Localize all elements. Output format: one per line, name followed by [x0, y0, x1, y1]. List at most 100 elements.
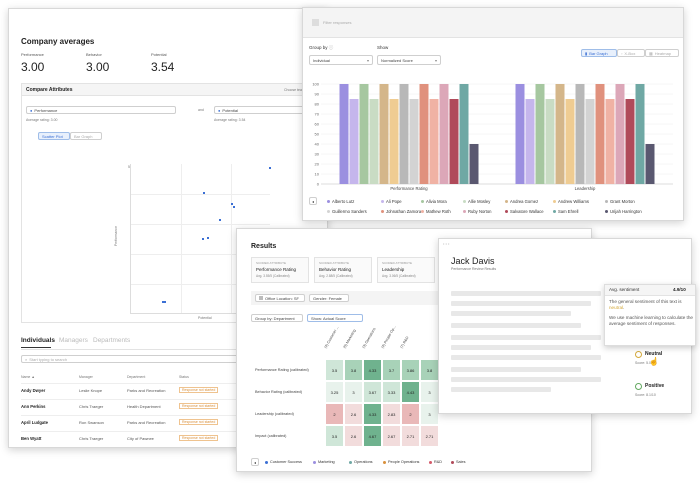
heatmap-cell[interactable]: 3 [344, 381, 363, 403]
heatmap-button[interactable]: ▦ Heatmap [645, 49, 679, 57]
scatter-point[interactable] [203, 192, 205, 194]
bar[interactable] [545, 99, 555, 184]
bar[interactable] [525, 99, 535, 184]
bar[interactable] [419, 84, 429, 184]
scatter-point[interactable] [233, 206, 235, 208]
scatter-point[interactable] [162, 301, 166, 303]
heatmap-cell[interactable]: 3 [420, 381, 439, 403]
heatmap-cell[interactable]: 3.25 [325, 381, 344, 403]
bar[interactable] [349, 99, 359, 184]
heatmap-cell[interactable]: 2.6 [344, 425, 363, 447]
heatmap-cell[interactable]: 4.33 [363, 403, 382, 425]
tab-managers[interactable]: Managers [59, 337, 88, 344]
bar[interactable] [645, 144, 655, 184]
tab-scatter-plot[interactable]: Scatter Plot [38, 132, 70, 140]
tab-individuals[interactable]: Individuals [21, 337, 55, 344]
bar[interactable] [399, 84, 409, 184]
positive-sentiment[interactable]: Positive Score: 8.1/10 [635, 383, 665, 397]
heatmap-cell[interactable]: 3.5 [325, 425, 344, 447]
legend-item[interactable]: Ruby Norton [463, 209, 492, 214]
legend-scroll-left[interactable]: ◂ [251, 458, 259, 466]
legend-item[interactable]: Salvatore Wallace [505, 209, 544, 214]
legend-item[interactable]: Sam Ehrell [553, 209, 578, 214]
heatmap-cell[interactable]: 4.43 [401, 381, 420, 403]
bar[interactable] [515, 84, 525, 184]
heatmap-cell[interactable]: 3.33 [382, 381, 401, 403]
heatmap-cell[interactable]: 2.6 [344, 403, 363, 425]
table-row[interactable]: Andy Dwyer Leslie Knope Parks and Recrea… [21, 383, 321, 397]
bar[interactable] [359, 84, 369, 184]
scatter-point[interactable] [207, 237, 209, 239]
heatmap-cell[interactable]: 2.71 [401, 425, 420, 447]
heatmap-cell[interactable]: 4.33 [363, 359, 382, 381]
bar[interactable] [575, 84, 585, 184]
heatmap-cell[interactable]: 2.71 [420, 425, 439, 447]
bar[interactable] [615, 84, 625, 184]
bar[interactable] [555, 84, 565, 184]
heatmap-cell[interactable]: 3.7 [382, 359, 401, 381]
legend-item[interactable]: Alberto Lutz [327, 199, 354, 204]
heatmap-cell[interactable]: 3.5 [325, 359, 344, 381]
search-input[interactable]: ⌕ Start typing to search [21, 355, 241, 363]
heatmap-cell[interactable]: 3.8 [420, 359, 439, 381]
legend-scroll-left[interactable]: ◂ [309, 197, 317, 205]
attribute-card-1[interactable]: SCORED ATTRIBUTE Performance Rating Avg.… [251, 257, 309, 283]
heatmap-cell[interactable]: 3.8 [344, 359, 363, 381]
tab-bar-graph[interactable]: Bar Graph [70, 132, 102, 140]
table-row[interactable]: Ann Perkins Chris Traeger Health Departm… [21, 399, 321, 413]
tab-departments[interactable]: Departments [93, 337, 131, 344]
heatmap-cell[interactable]: 4.67 [363, 425, 382, 447]
legend-item[interactable]: Mathew Roth [421, 209, 451, 214]
bar[interactable] [595, 84, 605, 184]
heatmap-cell[interactable]: 2.67 [382, 425, 401, 447]
group-by-department-select[interactable]: Group by: Department [251, 314, 303, 322]
legend-item[interactable]: Grant Morton [605, 199, 635, 204]
attribute-select-1[interactable]: ● Performance [26, 106, 176, 114]
legend-item[interactable]: Johnathan Zamora [381, 209, 421, 214]
legend-item[interactable]: Andrew Williams [553, 199, 589, 204]
bar[interactable] [585, 99, 595, 184]
bar[interactable] [389, 99, 399, 184]
bar[interactable] [369, 99, 379, 184]
legend-item[interactable]: Andrea Gomez [505, 199, 538, 204]
legend-item[interactable]: Guillermo Sanders [327, 209, 367, 214]
bar[interactable] [459, 84, 469, 184]
show-select[interactable]: Normalized Score ▾ [377, 55, 441, 65]
legend-item[interactable]: Urijah Harrington [605, 209, 642, 214]
heatmap-cell[interactable]: 3.67 [363, 381, 382, 403]
bar[interactable] [409, 99, 419, 184]
bar[interactable] [469, 144, 479, 184]
bar[interactable] [429, 99, 439, 184]
col-name[interactable]: Name ▲ [21, 375, 35, 379]
attribute-select-2[interactable]: ● Potential [214, 106, 327, 114]
show-actual-score-select[interactable]: Show: Actual Score [307, 314, 363, 322]
group-by-select[interactable]: Individual ▾ [309, 55, 373, 65]
legend-item[interactable]: Allie Mosley [463, 199, 490, 204]
table-row[interactable]: Ben Wyatt Chris Traeger City of Pawnee R… [21, 431, 321, 445]
bar[interactable] [625, 99, 635, 184]
table-row[interactable]: April Ludgate Ron Swanson Parks and Recr… [21, 415, 321, 429]
bar[interactable] [379, 84, 389, 184]
legend-item[interactable]: Alivia Mora [421, 199, 447, 204]
attribute-card-3[interactable]: SCORED ATTRIBUTE Leadership Avg. 3.06/5 … [377, 257, 435, 283]
bar[interactable] [565, 99, 575, 184]
heatmap-cell[interactable]: 3 [420, 403, 439, 425]
heatmap-cell[interactable]: 2.83 [382, 403, 401, 425]
heatmap-cell[interactable]: 3.86 [401, 359, 420, 381]
attribute-card-2[interactable]: SCORED ATTRIBUTE Behavior Rating Avg. 2.… [314, 257, 372, 283]
scatter-point[interactable] [219, 219, 221, 221]
heatmap-cell[interactable]: 2 [401, 403, 420, 425]
bar[interactable] [535, 84, 545, 184]
filter-chip-gender[interactable]: Gender: Female [309, 294, 349, 302]
bar[interactable] [449, 99, 459, 184]
filter-chip-location[interactable]: Office Location: SF [255, 294, 305, 302]
scatter-point[interactable] [202, 238, 204, 240]
scatter-point[interactable] [231, 203, 233, 205]
bar-graph-button[interactable]: ▮ Bar Graph [581, 49, 617, 57]
neutral-sentiment[interactable]: Neutral Score: 5.0/10 [635, 351, 663, 365]
heatmap-cell[interactable]: 2 [325, 403, 344, 425]
x-box-button[interactable]: ▫ X-Box [617, 49, 645, 57]
filter-input[interactable]: Filter responses [309, 18, 389, 27]
bar[interactable] [439, 84, 449, 184]
bar[interactable] [605, 99, 615, 184]
